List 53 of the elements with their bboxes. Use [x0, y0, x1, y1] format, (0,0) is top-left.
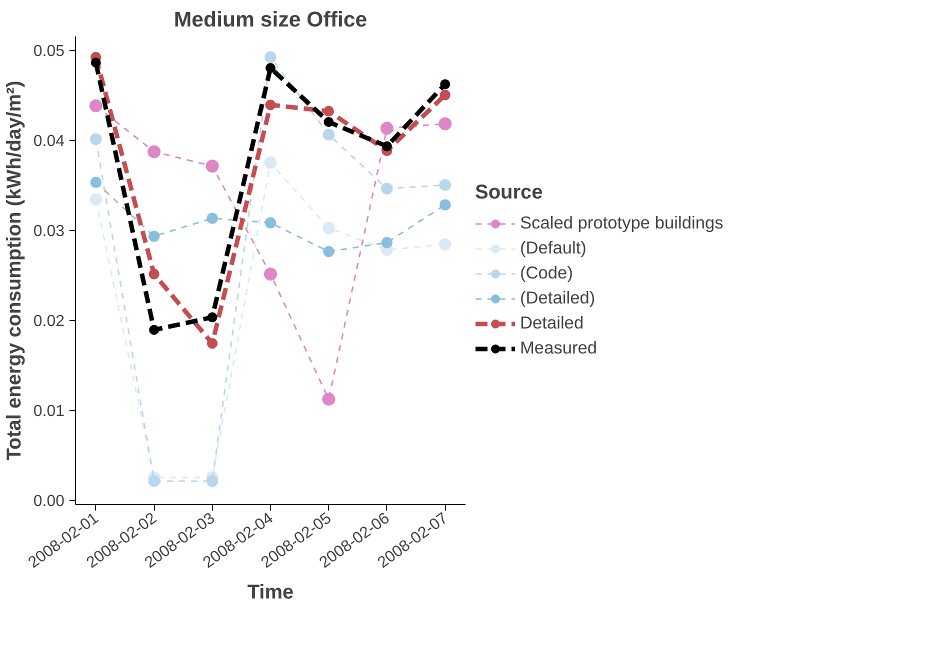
- point: [440, 199, 451, 210]
- point: [149, 324, 160, 335]
- legend-title: Source: [475, 182, 544, 204]
- point: [438, 238, 452, 251]
- point: [438, 117, 452, 130]
- legend-label: (Code): [520, 262, 573, 284]
- point: [148, 145, 161, 158]
- point: [206, 160, 219, 173]
- point: [90, 193, 102, 206]
- point: [322, 392, 336, 406]
- point: [206, 338, 218, 349]
- y-tick-label: 0.00: [33, 493, 65, 510]
- point: [381, 182, 393, 194]
- point: [322, 222, 335, 234]
- legend-label: (Detailed): [520, 288, 596, 308]
- y-tick-label: 0.03: [33, 223, 65, 240]
- point: [382, 141, 392, 152]
- point: [440, 79, 450, 90]
- point: [264, 156, 277, 169]
- legend-label: Scaled prototype buildings: [520, 212, 724, 234]
- point: [206, 475, 218, 487]
- point: [148, 230, 160, 242]
- point: [322, 128, 335, 140]
- point: [90, 176, 102, 188]
- y-tick-label: 0.01: [33, 403, 65, 420]
- y-tick-label: 0.04: [33, 133, 65, 150]
- point: [265, 100, 276, 110]
- point: [264, 268, 277, 281]
- point: [206, 212, 218, 224]
- point: [148, 475, 160, 487]
- point: [381, 237, 393, 248]
- point: [264, 51, 276, 64]
- point: [440, 90, 450, 100]
- x-axis-title: Time: [247, 581, 294, 604]
- y-tick-label: 0.02: [33, 313, 65, 330]
- y-tick-label: 0.05: [33, 43, 65, 60]
- legend-label: Detailed: [520, 312, 584, 334]
- point: [90, 58, 101, 68]
- point: [266, 63, 276, 73]
- point: [324, 117, 334, 127]
- point: [148, 268, 160, 280]
- legend-label: Measured: [520, 338, 598, 358]
- point: [207, 312, 218, 322]
- chart-title: Medium size Office: [174, 8, 368, 32]
- point: [323, 106, 334, 116]
- point: [439, 179, 452, 191]
- y-axis-title: Total energy consumption (kWh/day/m²): [3, 80, 26, 460]
- point: [264, 217, 276, 228]
- point: [89, 99, 102, 112]
- legend-label: (Default): [520, 238, 586, 258]
- point: [90, 133, 102, 145]
- point: [380, 122, 394, 135]
- point: [323, 246, 334, 258]
